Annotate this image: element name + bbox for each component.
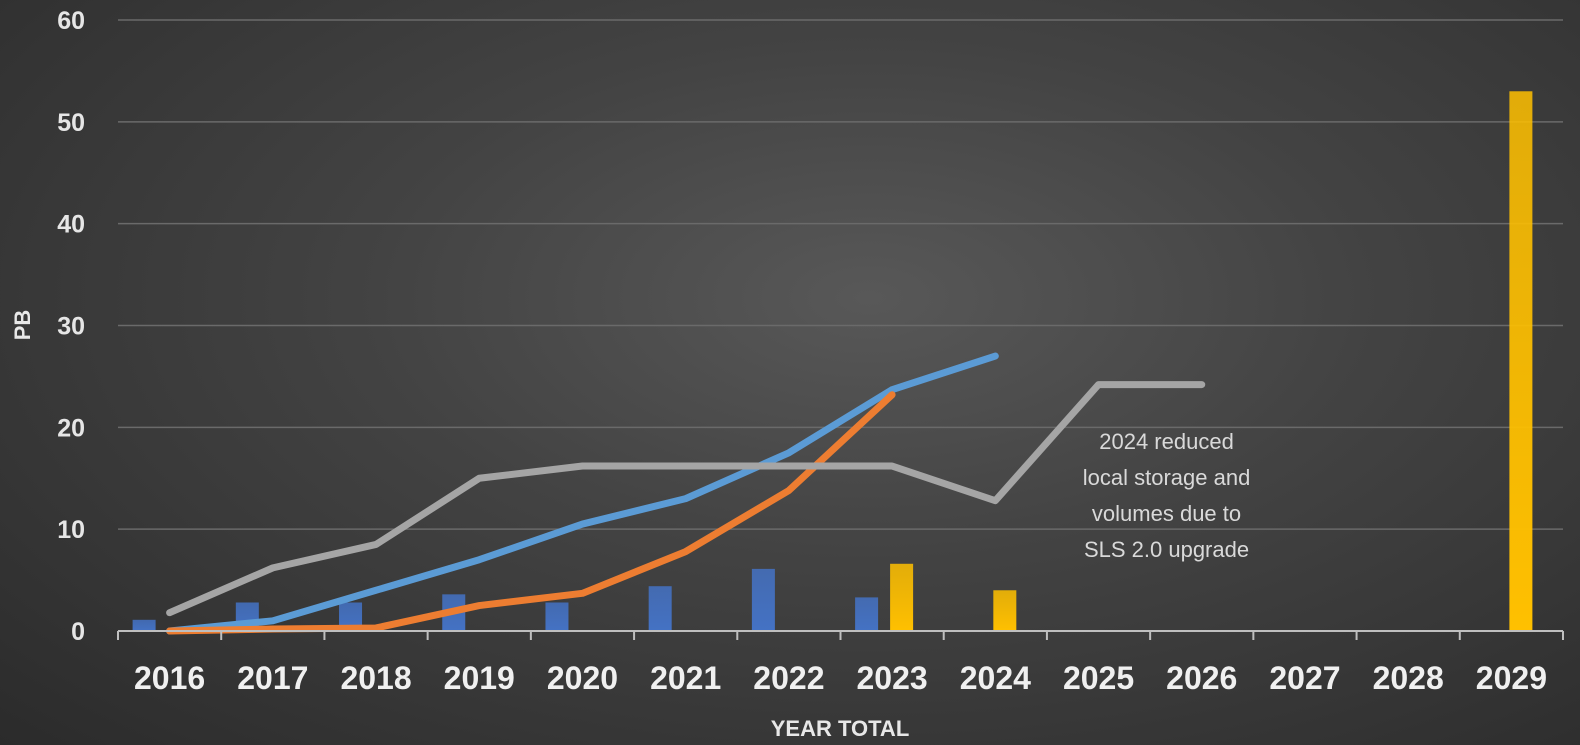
bar — [648, 586, 672, 631]
bars — [132, 91, 1533, 632]
bar — [1509, 91, 1533, 632]
x-tick-label: 2017 — [237, 660, 308, 696]
x-tick-label: 2026 — [1166, 660, 1237, 696]
axis-labels: 0 10 20 30 40 50 60 2016 2017 2018 2019 2020 2021 202… — [57, 7, 1547, 696]
y-tick-label: 20 — [57, 414, 85, 442]
x-tick-label: 2029 — [1476, 660, 1547, 696]
y-tick-label: 50 — [57, 109, 85, 137]
x-tick-label: 2023 — [857, 660, 928, 696]
y-tick-label: 60 — [57, 7, 85, 35]
bar — [855, 597, 879, 631]
x-tick-label: 2018 — [340, 660, 411, 696]
series-line — [166, 352, 999, 635]
x-axis-title: YEAR TOTAL — [771, 716, 910, 741]
x-tick-label: 2022 — [753, 660, 824, 696]
series-line — [166, 381, 1206, 617]
x-tick-label: 2028 — [1373, 660, 1444, 696]
annotation: 2024 reduced local storage and volumes due… — [1083, 429, 1251, 562]
annotation-line: SLS 2.0 upgrade — [1084, 537, 1249, 562]
x-tick-label: 2016 — [134, 660, 205, 696]
y-tick-label: 0 — [71, 618, 85, 646]
x-tick-label: 2024 — [960, 660, 1031, 696]
bar — [339, 602, 363, 631]
bar — [132, 619, 156, 631]
annotation-line: volumes due to — [1092, 501, 1241, 526]
y-tick-label: 30 — [57, 313, 85, 341]
annotation-line: 2024 reduced — [1099, 429, 1234, 454]
annotation-line: local storage and — [1083, 465, 1251, 490]
x-tick-label: 2021 — [650, 660, 721, 696]
bar — [890, 563, 914, 631]
gridlines — [118, 19, 1563, 530]
x-tick-label: 2020 — [547, 660, 618, 696]
y-tick-label: 10 — [57, 516, 85, 544]
series-line — [166, 391, 896, 635]
axes — [117, 630, 1564, 640]
bar — [751, 568, 775, 631]
y-axis-title: PB — [10, 310, 35, 341]
bar — [545, 602, 569, 631]
lines — [166, 352, 1206, 635]
bar — [993, 590, 1017, 631]
y-tick-label: 40 — [57, 211, 85, 239]
x-tick-label: 2025 — [1063, 660, 1134, 696]
x-tick-label: 2019 — [444, 660, 515, 696]
x-tick-label: 2027 — [1269, 660, 1340, 696]
